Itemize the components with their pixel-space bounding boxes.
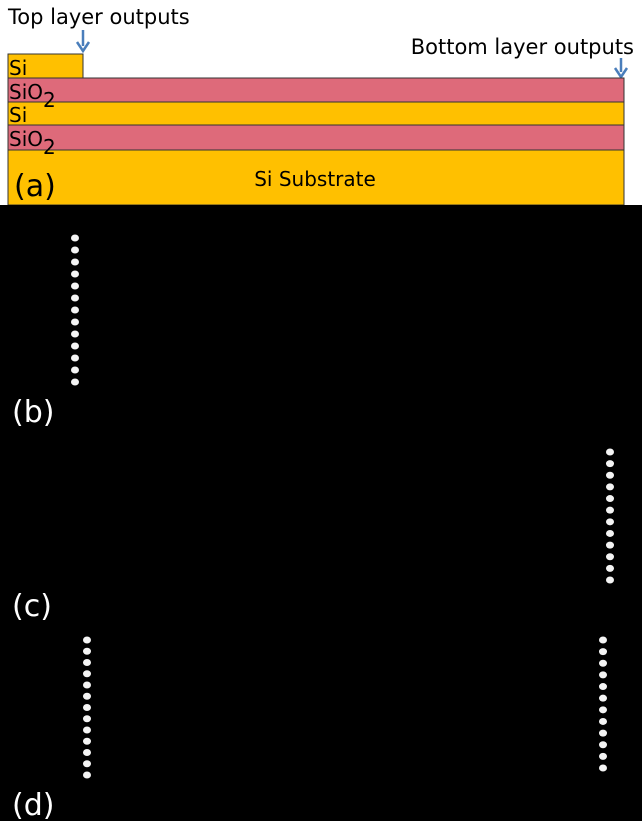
spot bbox=[606, 577, 614, 584]
spot bbox=[71, 319, 79, 326]
layer bbox=[8, 125, 624, 150]
spot bbox=[599, 753, 607, 760]
spot bbox=[71, 247, 79, 254]
spot bbox=[83, 637, 91, 644]
spot bbox=[83, 648, 91, 655]
spot bbox=[606, 483, 614, 490]
spot bbox=[599, 718, 607, 725]
spot bbox=[599, 660, 607, 667]
spot bbox=[606, 507, 614, 514]
spot bbox=[71, 295, 79, 302]
spot bbox=[599, 683, 607, 690]
spot bbox=[83, 727, 91, 734]
annotation: Top layer outputs bbox=[7, 5, 190, 29]
spot bbox=[606, 542, 614, 549]
spot bbox=[599, 706, 607, 713]
spot bbox=[83, 749, 91, 756]
panel-label: (d) bbox=[12, 788, 54, 821]
layer-label: Si Substrate bbox=[254, 167, 376, 191]
spot bbox=[71, 379, 79, 386]
spot bbox=[83, 760, 91, 767]
spot bbox=[71, 343, 79, 350]
spot bbox=[599, 765, 607, 772]
spot bbox=[71, 367, 79, 374]
spot bbox=[606, 553, 614, 560]
figure: Top layer outputs Bottom layer outputs S… bbox=[0, 0, 642, 821]
spot bbox=[599, 637, 607, 644]
spot bbox=[83, 704, 91, 711]
layer-label: Si bbox=[9, 103, 27, 127]
spot bbox=[83, 682, 91, 689]
spot bbox=[606, 449, 614, 456]
spot bbox=[606, 495, 614, 502]
spot bbox=[83, 772, 91, 779]
spot bbox=[599, 741, 607, 748]
spot bbox=[599, 648, 607, 655]
spot bbox=[71, 307, 79, 314]
spot bbox=[71, 355, 79, 362]
spot bbox=[606, 518, 614, 525]
spot bbox=[83, 670, 91, 677]
layer-label: Si bbox=[9, 56, 27, 80]
spot bbox=[71, 271, 79, 278]
spot bbox=[83, 693, 91, 700]
spot bbox=[599, 730, 607, 737]
spot bbox=[599, 695, 607, 702]
spot bbox=[606, 565, 614, 572]
spot bbox=[606, 530, 614, 537]
spot bbox=[606, 460, 614, 467]
spot bbox=[83, 715, 91, 722]
spot bbox=[71, 331, 79, 338]
spot bbox=[71, 283, 79, 290]
spot bbox=[71, 259, 79, 266]
panel-label: (b) bbox=[12, 395, 54, 430]
spot bbox=[71, 235, 79, 242]
spot bbox=[83, 738, 91, 745]
layer bbox=[8, 78, 624, 102]
panel-label: (c) bbox=[12, 589, 52, 624]
annotation: Bottom layer outputs bbox=[411, 35, 634, 59]
spot bbox=[83, 659, 91, 666]
layer bbox=[8, 102, 624, 125]
panel-label: (a) bbox=[14, 169, 56, 204]
spot bbox=[606, 472, 614, 479]
spot bbox=[599, 671, 607, 678]
image-panels bbox=[0, 205, 642, 821]
